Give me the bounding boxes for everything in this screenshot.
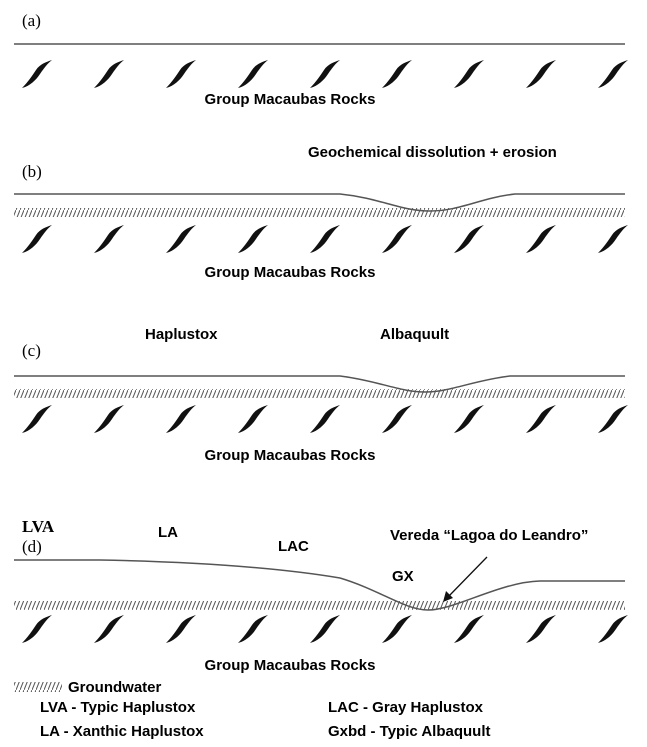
rock-symbol bbox=[94, 60, 124, 88]
land-surface bbox=[14, 193, 625, 212]
rock-symbol bbox=[454, 615, 484, 643]
rock-symbol bbox=[238, 405, 268, 433]
annotation: LAC bbox=[278, 538, 309, 555]
rock-symbol bbox=[22, 225, 52, 253]
groundwater-band bbox=[14, 389, 625, 398]
rock-symbol bbox=[382, 225, 412, 253]
rock-symbol bbox=[166, 225, 196, 253]
rock-symbol bbox=[382, 60, 412, 88]
rock-symbol bbox=[238, 60, 268, 88]
land-surface bbox=[14, 375, 625, 393]
panel-label: (c) bbox=[22, 341, 41, 360]
rock-symbol bbox=[598, 405, 628, 433]
annotation: Vereda “Lagoa do Leandro” bbox=[390, 527, 588, 544]
rock-symbol bbox=[22, 615, 52, 643]
rock-symbol bbox=[94, 615, 124, 643]
annotation: Albaquult bbox=[380, 326, 449, 343]
rock-symbol bbox=[94, 405, 124, 433]
legend-label: Groundwater bbox=[68, 679, 162, 696]
rock-symbol bbox=[166, 60, 196, 88]
annotation: GX bbox=[392, 568, 414, 585]
legend-entry: LVA - Typic Haplustox bbox=[40, 699, 196, 716]
rock-symbol bbox=[310, 60, 340, 88]
groundwater-band bbox=[14, 601, 625, 610]
panel-label: (d) bbox=[22, 537, 42, 556]
groundwater-band bbox=[14, 208, 625, 217]
rock-symbol bbox=[526, 405, 556, 433]
rock-symbol bbox=[238, 225, 268, 253]
annotation: LA bbox=[158, 524, 178, 541]
rock-symbol bbox=[454, 60, 484, 88]
rock-symbol bbox=[598, 60, 628, 88]
rock-symbol bbox=[382, 405, 412, 433]
rock-symbol bbox=[598, 615, 628, 643]
rock-symbol bbox=[598, 225, 628, 253]
legend-entry: Gxbd - Typic Albaquult bbox=[328, 723, 491, 740]
rock-symbol bbox=[310, 615, 340, 643]
rock-symbol bbox=[166, 615, 196, 643]
rock-symbol bbox=[382, 615, 412, 643]
rock-symbol bbox=[22, 405, 52, 433]
rock-label: Group Macaubas Rocks bbox=[205, 657, 376, 674]
rock-symbol bbox=[310, 405, 340, 433]
rock-symbol bbox=[310, 225, 340, 253]
rock-label: Group Macaubas Rocks bbox=[205, 91, 376, 108]
rock-label: Group Macaubas Rocks bbox=[205, 447, 376, 464]
rock-symbol bbox=[238, 615, 268, 643]
rock-symbol bbox=[454, 225, 484, 253]
rock-symbol bbox=[166, 405, 196, 433]
rock-label: Group Macaubas Rocks bbox=[205, 264, 376, 281]
rock-symbol bbox=[526, 615, 556, 643]
annotation: LVA bbox=[22, 517, 55, 536]
legend-entry: LAC - Gray Haplustox bbox=[328, 699, 484, 716]
annotation: Haplustox bbox=[145, 326, 218, 343]
rock-symbol bbox=[22, 60, 52, 88]
rock-symbol bbox=[94, 225, 124, 253]
rock-symbol bbox=[526, 60, 556, 88]
legend-entry: LA - Xanthic Haplustox bbox=[40, 723, 204, 740]
arrow bbox=[447, 556, 488, 598]
rock-symbol bbox=[526, 225, 556, 253]
arrow-head bbox=[443, 591, 453, 602]
panel-label: (a) bbox=[22, 11, 41, 30]
panel-label: (b) bbox=[22, 162, 42, 181]
rock-symbol bbox=[454, 405, 484, 433]
annotation: Geochemical dissolution + erosion bbox=[308, 144, 557, 161]
land-surface bbox=[14, 559, 625, 611]
legend-swatch bbox=[14, 682, 62, 692]
